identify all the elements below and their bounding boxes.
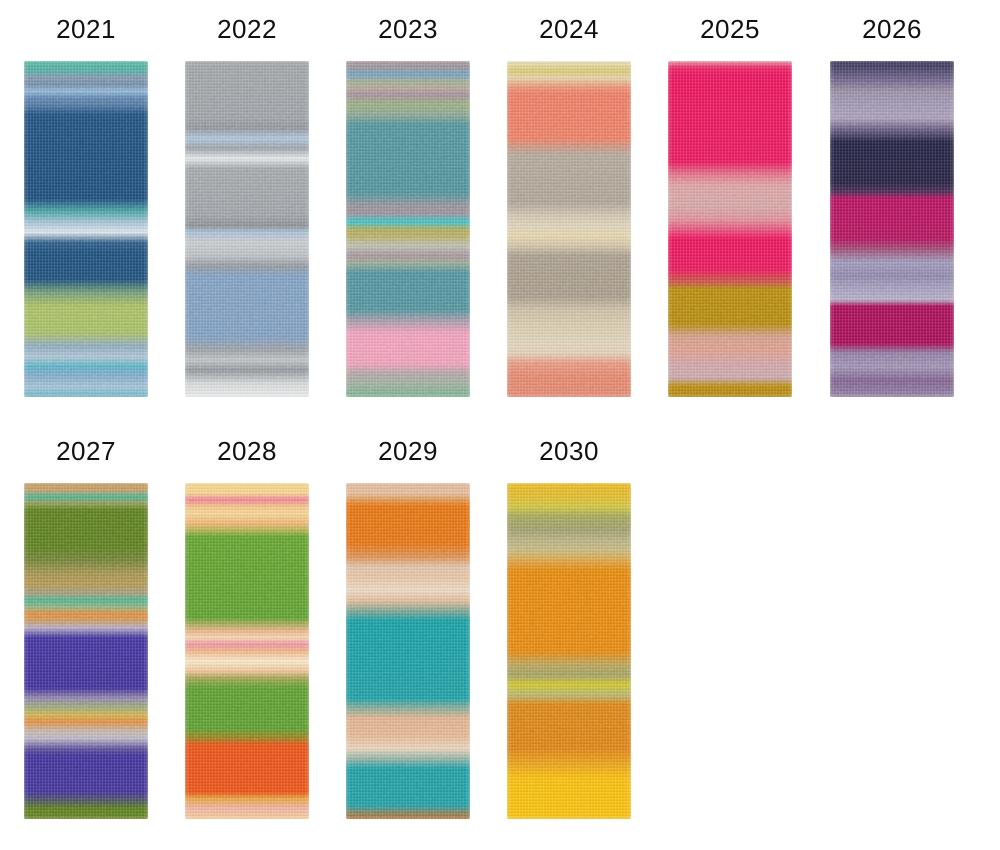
grain-texture bbox=[507, 483, 631, 819]
swatch-2021: 2021 bbox=[24, 14, 148, 397]
yarn-photo bbox=[346, 61, 470, 397]
colorway-number: 2025 bbox=[700, 14, 760, 44]
swatch-2024: 2024 bbox=[507, 14, 631, 397]
swatch-2022: 2022 bbox=[185, 14, 309, 397]
colorway-number: 2029 bbox=[378, 436, 438, 466]
yarn-photo bbox=[24, 61, 148, 397]
grain-texture bbox=[830, 61, 954, 397]
yarn-photo bbox=[24, 483, 148, 819]
swatch-2023: 2023 bbox=[346, 14, 470, 397]
swatch-2026: 2026 bbox=[830, 14, 954, 397]
colorway-number: 2026 bbox=[862, 14, 922, 44]
yarn-photo bbox=[668, 61, 792, 397]
grain-texture bbox=[668, 61, 792, 397]
colorway-number: 2028 bbox=[217, 436, 277, 466]
yarn-photo bbox=[507, 483, 631, 819]
swatch-2027: 2027 bbox=[24, 436, 148, 819]
colorway-number: 2022 bbox=[217, 14, 277, 44]
yarn-photo bbox=[346, 483, 470, 819]
swatch-2028: 2028 bbox=[185, 436, 309, 819]
grain-texture bbox=[185, 483, 309, 819]
grain-texture bbox=[507, 61, 631, 397]
colorway-number: 2030 bbox=[539, 436, 599, 466]
swatch-2029: 2029 bbox=[346, 436, 470, 819]
grain-texture bbox=[346, 61, 470, 397]
swatch-2030: 2030 bbox=[507, 436, 631, 819]
colorway-number: 2024 bbox=[539, 14, 599, 44]
swatch-2025: 2025 bbox=[668, 14, 792, 397]
grain-texture bbox=[346, 483, 470, 819]
colorway-number: 2027 bbox=[56, 436, 116, 466]
colorway-number: 2023 bbox=[378, 14, 438, 44]
yarn-photo bbox=[185, 483, 309, 819]
grain-texture bbox=[24, 61, 148, 397]
grain-texture bbox=[24, 483, 148, 819]
yarn-photo bbox=[507, 61, 631, 397]
colorway-number: 2021 bbox=[56, 14, 116, 44]
grain-texture bbox=[185, 61, 309, 397]
yarn-photo bbox=[185, 61, 309, 397]
yarn-photo bbox=[830, 61, 954, 397]
